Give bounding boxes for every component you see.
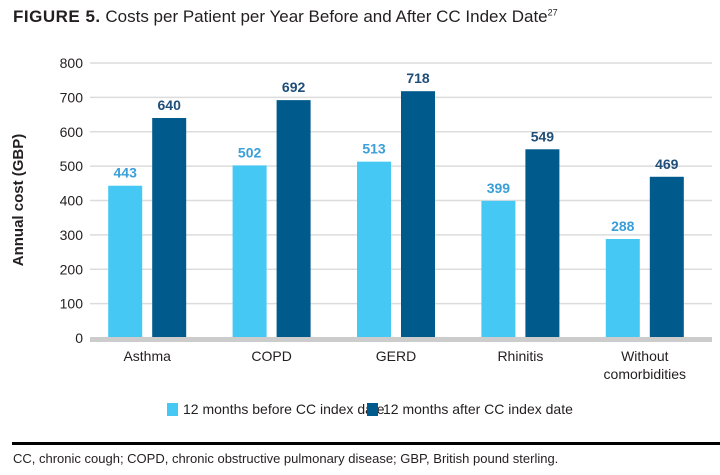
x-tick-label: Rhinitis (497, 348, 543, 364)
bar (357, 161, 391, 338)
bar (232, 165, 267, 338)
bar (108, 185, 143, 338)
bar (152, 118, 187, 338)
bar (525, 149, 560, 338)
x-tick-label: comorbidities (604, 366, 686, 382)
x-axis-line (90, 337, 712, 342)
y-axis-ticks: 0 100 200 300 400 500 600 700 800 (60, 55, 84, 346)
y-tick-label: 500 (60, 158, 84, 174)
footnote: CC, chronic cough; COPD, chronic obstruc… (13, 451, 559, 466)
x-tick-label: Without (621, 348, 669, 364)
data-label: 640 (158, 97, 182, 113)
y-tick-label: 400 (60, 193, 84, 209)
bar-chart: 0 100 200 300 400 500 600 700 800 Annual cost (G… (10, 55, 712, 417)
x-axis-baseline (90, 337, 712, 342)
figure-reference: 27 (547, 7, 558, 18)
figure-title-text: Costs per Patient per Year Before and Af… (105, 7, 548, 26)
data-label: 692 (282, 79, 306, 95)
x-tick-label: COPD (251, 348, 291, 364)
x-tick-label: GERD (376, 348, 416, 364)
figure-label: FIGURE 5. (13, 7, 101, 26)
legend-label: 12 months after CC index date (383, 401, 573, 417)
y-tick-label: 600 (60, 124, 84, 140)
legend-swatch (367, 403, 378, 416)
x-tick-label: Asthma (123, 348, 171, 364)
data-label: 469 (655, 156, 679, 172)
legend-label: 12 months before CC index date (183, 401, 385, 417)
bar (605, 239, 640, 338)
legend-swatch (167, 403, 178, 416)
y-tick-label: 800 (60, 55, 84, 71)
y-tick-label: 200 (60, 261, 84, 277)
data-label: 502 (238, 144, 262, 160)
data-label: 443 (114, 165, 138, 181)
y-axis-label: Annual cost (GBP) (10, 134, 27, 267)
x-axis-ticks: Asthma COPD GERD Rhinitis Without comorbiditi… (123, 348, 686, 382)
y-tick-label: 700 (60, 89, 84, 105)
data-label: 399 (487, 180, 511, 196)
bar (481, 200, 516, 338)
y-tick-label: 100 (60, 296, 84, 312)
bar (276, 100, 311, 338)
footnote-divider (12, 442, 720, 445)
figure-title: FIGURE 5. Costs per Patient per Year Bef… (13, 7, 558, 27)
data-label: 288 (611, 218, 635, 234)
bars: 443 640 502 692 513 718 399 549 288 469 (108, 70, 684, 338)
data-label: 549 (531, 128, 555, 144)
data-label: 718 (406, 70, 430, 86)
bar (649, 176, 684, 338)
bar (401, 91, 435, 338)
y-tick-label: 300 (60, 227, 84, 243)
data-label: 513 (362, 141, 386, 157)
y-tick-label: 0 (75, 330, 83, 346)
